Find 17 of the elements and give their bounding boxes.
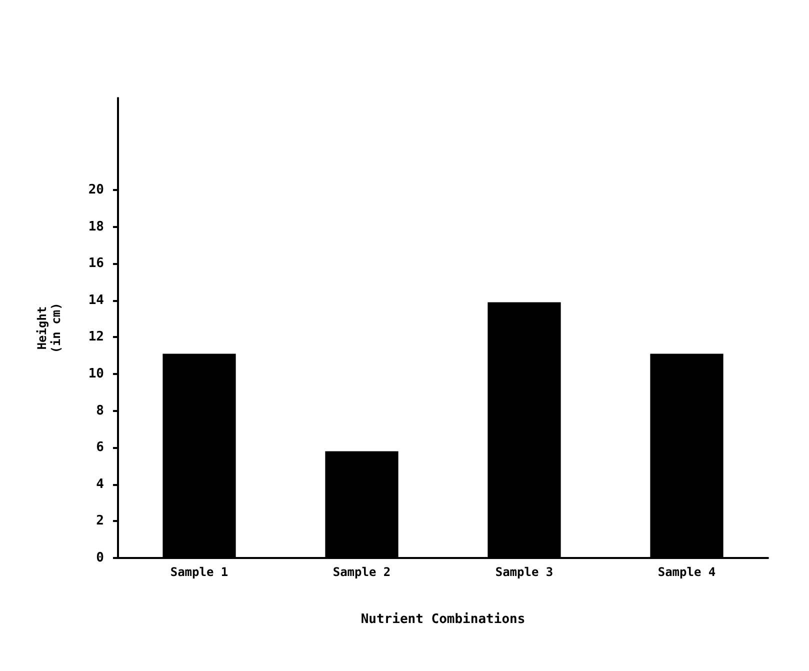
- x-tick-label: Sample 2: [332, 565, 391, 579]
- y-axis-title: Height (in cm): [35, 302, 63, 354]
- x-tick-label: Sample 1: [170, 565, 228, 579]
- y-tick-label: 2: [96, 514, 104, 529]
- y-tick-label: 14: [88, 292, 104, 308]
- x-tick-label: Sample 3: [495, 565, 554, 579]
- x-tick-label: Sample 4: [658, 565, 716, 579]
- y-tick-label: 16: [88, 256, 104, 272]
- y-tick-label: 0: [96, 550, 104, 566]
- y-tick-label: 4: [96, 476, 104, 492]
- y-tick-label: 6: [96, 440, 104, 456]
- y-tick-label: 18: [88, 219, 104, 234]
- y-tick-label: 20: [88, 182, 104, 198]
- y-tick-label: 10: [88, 366, 104, 382]
- y-tick-label: 12: [88, 330, 104, 345]
- x-axis-title: Nutrient Combinations: [360, 612, 526, 627]
- y-tick-label: 8: [96, 403, 104, 418]
